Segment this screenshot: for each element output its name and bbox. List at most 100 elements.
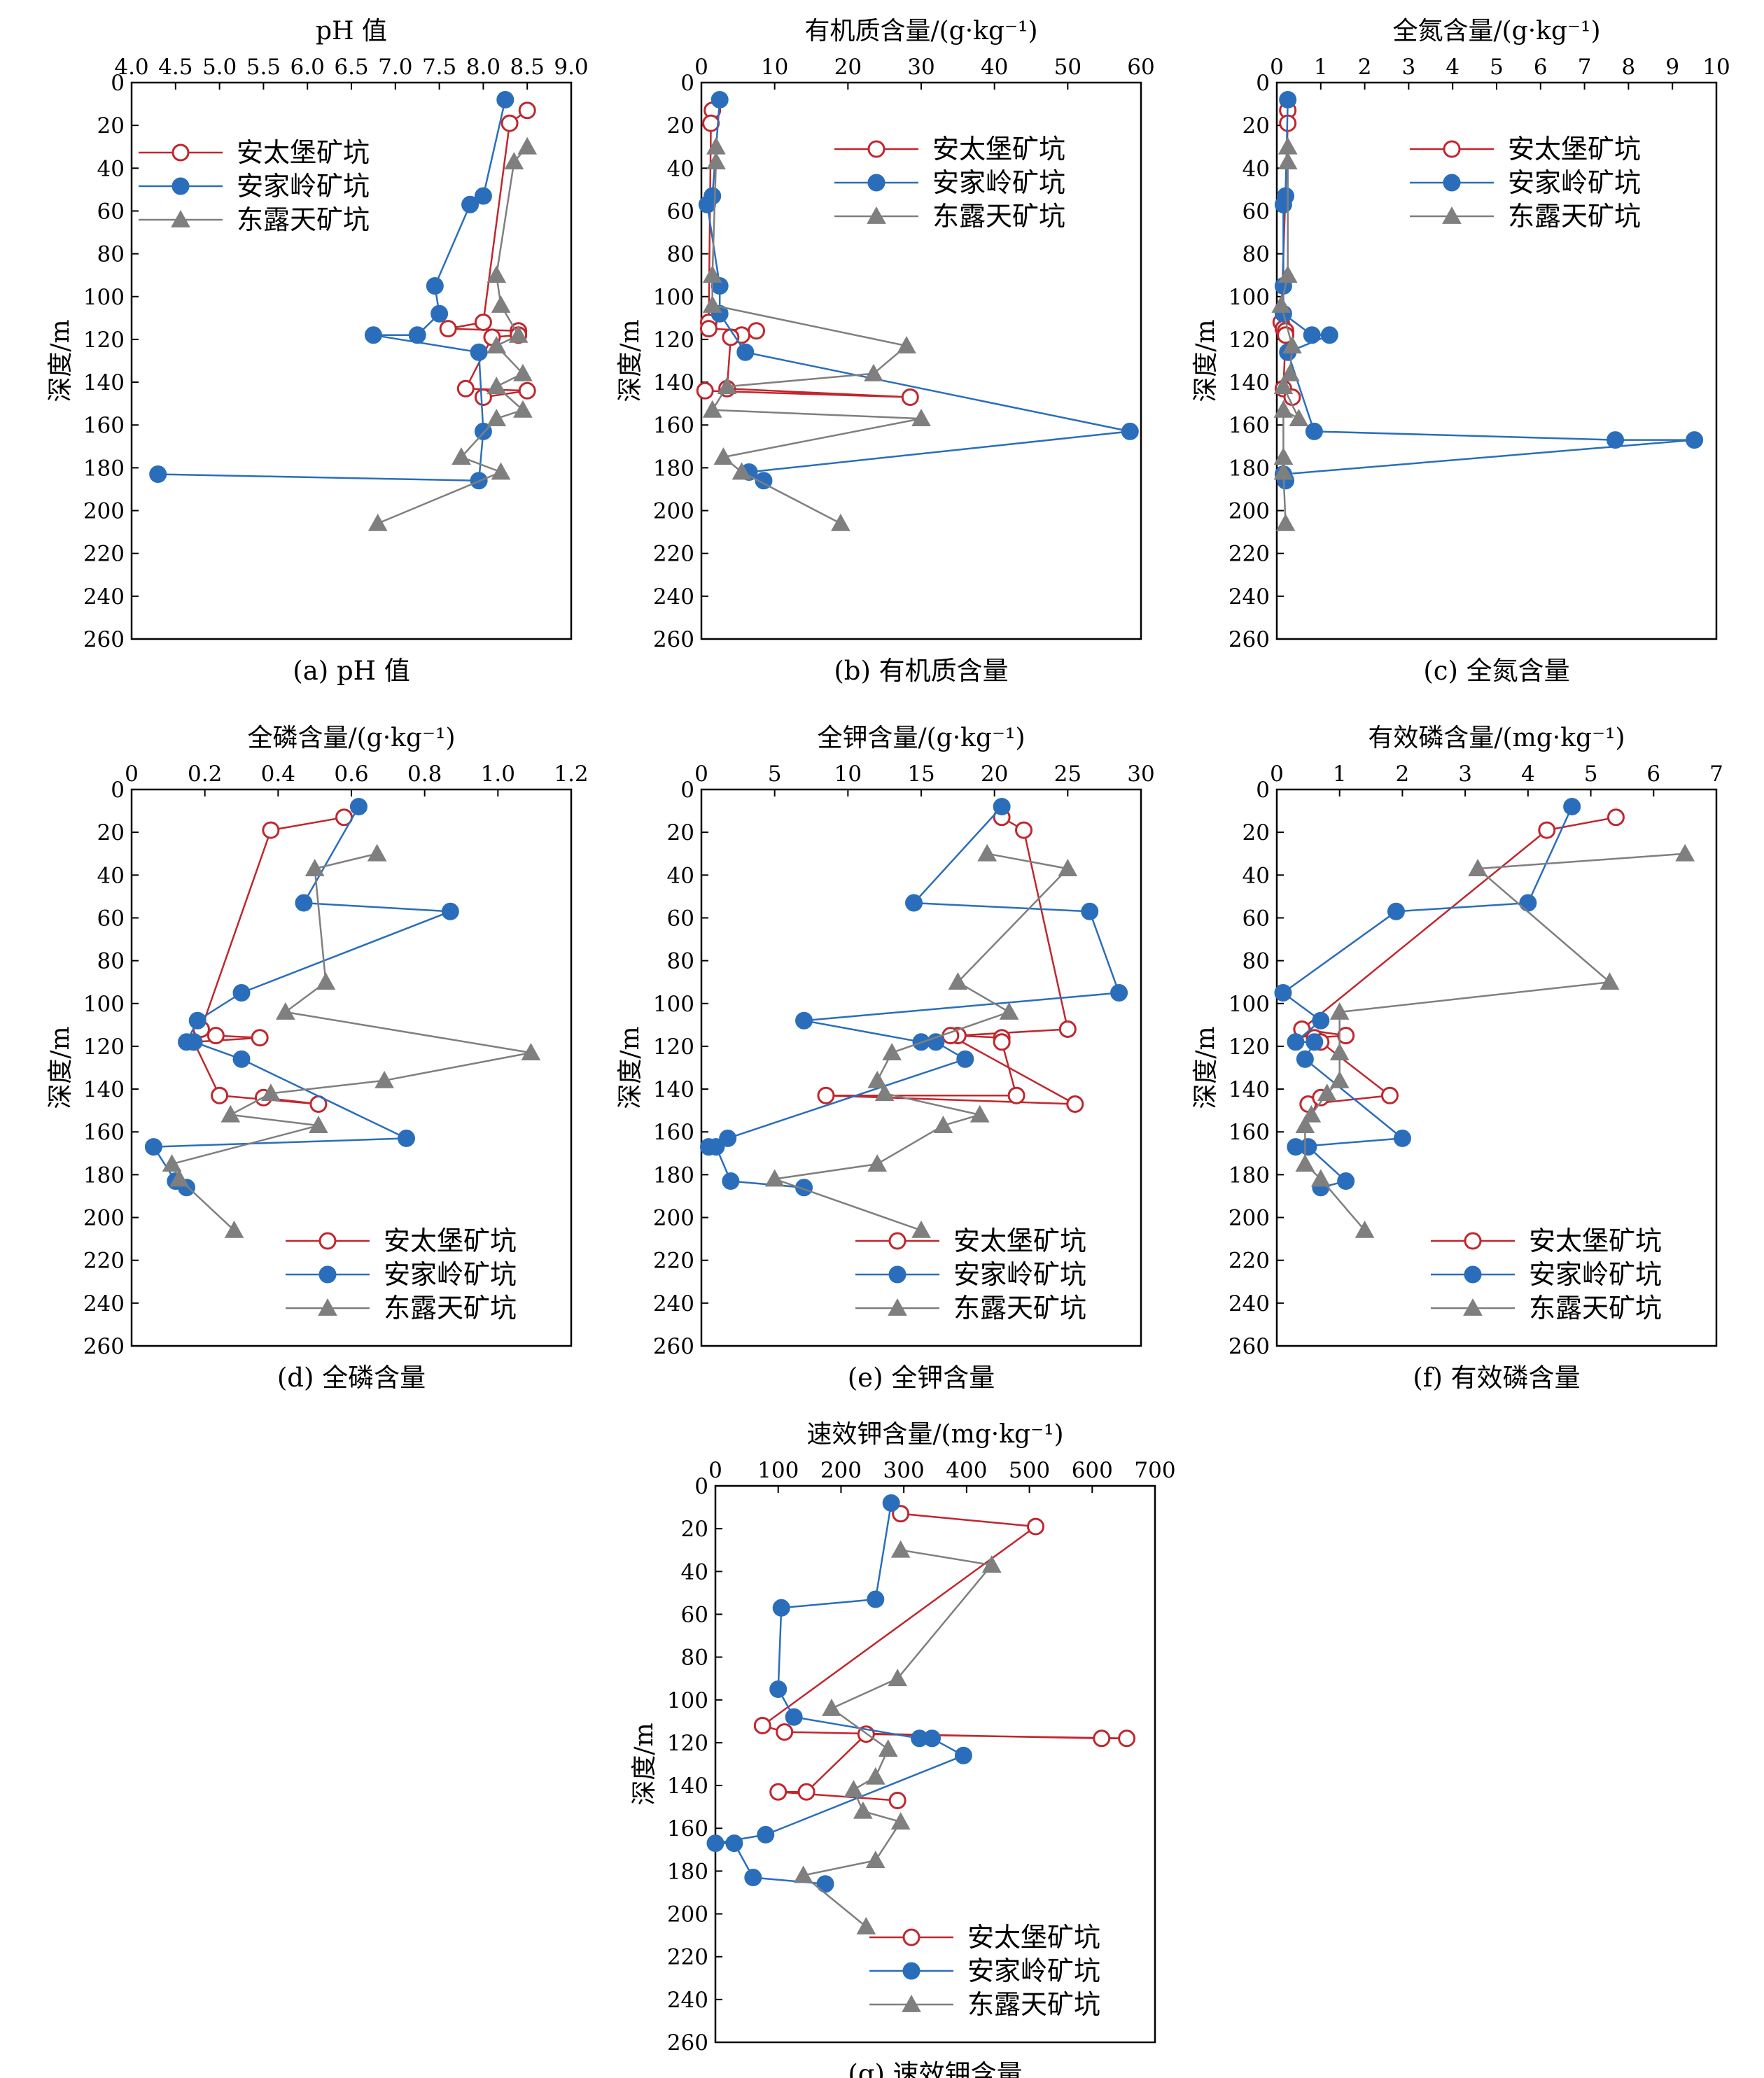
data-point (1538, 821, 1556, 839)
legend-marker (888, 1265, 906, 1284)
y-tick-label: 60 (1242, 199, 1270, 224)
data-point (999, 1002, 1019, 1020)
data-point (867, 1154, 888, 1172)
data-point (1329, 1043, 1350, 1060)
data-point (772, 1599, 790, 1617)
series-line (774, 852, 1069, 1232)
legend-label: 安家岭矿坑 (1508, 167, 1641, 198)
data-point (706, 136, 726, 155)
chart-panel-6: 有效磷含量/(mg·kg⁻¹) 0 1 2 3 4 5 6 7 0 20 40 60 80 100 120 14… (1191, 724, 1723, 1393)
data-point (757, 1825, 775, 1844)
data-point (1279, 90, 1297, 108)
y-tick-label: 160 (1228, 1120, 1270, 1145)
x-tick-label: 1.0 (481, 761, 515, 787)
y-tick-label: 160 (83, 413, 125, 438)
data-point (736, 343, 755, 361)
legend-marker (1463, 1298, 1483, 1316)
data-point (764, 1169, 785, 1187)
data-point (702, 265, 722, 283)
y-tick-label: 100 (653, 992, 694, 1017)
y-tick-label: 40 (97, 863, 125, 888)
series-line (762, 1512, 1128, 1802)
data-point (262, 821, 280, 839)
chart-panel-3: 全氮含量/(g·kg⁻¹)0 1 2 3 4 5 6 7 8 9 10020406080100120… (1191, 17, 1730, 686)
series-3 (1295, 843, 1695, 1238)
data-point (1686, 431, 1704, 449)
data-point (793, 1865, 813, 1883)
data-point (882, 1494, 900, 1512)
y-tick-label: 80 (681, 1645, 708, 1671)
y-tick-label: 260 (83, 1334, 125, 1359)
y-tick-label: 220 (667, 1945, 708, 1970)
data-point (1275, 513, 1296, 531)
data-point (1118, 1729, 1136, 1748)
y-tick-label: 120 (653, 328, 694, 353)
chart-panel-7: 速效钾含量/(mg·kg⁻¹) 0 100 200 300 400 500 600 700 0 20… (630, 1420, 1176, 2078)
y-tick-label: 240 (667, 1988, 708, 2013)
y-tick-label: 220 (653, 1249, 694, 1274)
chart-caption: (d) 全磷含量 (277, 1363, 426, 1393)
y-tick-label: 60 (97, 906, 125, 931)
data-point (1058, 859, 1078, 877)
y-tick-label: 140 (83, 370, 125, 395)
data-point (717, 377, 737, 395)
data-point (316, 972, 336, 990)
x-tick-label: 0 (1270, 761, 1284, 787)
legend-label: 安太堡矿坑 (1508, 134, 1641, 164)
data-point (905, 894, 923, 912)
x-tick-label: 700 (1134, 1458, 1175, 1483)
data-point (521, 1043, 541, 1060)
series-line (1282, 806, 1573, 1188)
y-tick-label: 260 (83, 627, 125, 652)
data-point (1274, 983, 1292, 1002)
data-point (1468, 859, 1488, 877)
data-point (185, 1033, 203, 1051)
data-point (513, 400, 533, 418)
y-tick-label: 40 (1242, 156, 1270, 181)
series-2 (1274, 797, 1581, 1197)
y-tick-label: 160 (1228, 413, 1270, 438)
data-point (1081, 902, 1099, 920)
y-tick-label: 200 (83, 499, 125, 524)
data-point (844, 1780, 864, 1798)
data-point (864, 363, 883, 381)
y-tick-label: 260 (653, 1334, 694, 1359)
data-point (892, 1505, 910, 1523)
data-point (722, 1172, 740, 1191)
y-tick-label: 240 (83, 584, 125, 610)
data-point (144, 1138, 162, 1156)
data-point (461, 195, 479, 213)
x-tick-label: 1 (1333, 761, 1347, 787)
x-tick-label: 25 (1054, 761, 1082, 787)
data-point (1066, 1095, 1084, 1113)
data-point (956, 1050, 974, 1068)
y-tick-label: 240 (83, 1291, 125, 1317)
series-1 (753, 1505, 1136, 1809)
legend-label: 安太堡矿坑 (237, 137, 370, 168)
x-tick-label: 5 (1490, 55, 1504, 80)
legend-marker (867, 174, 886, 192)
data-point (1271, 295, 1292, 313)
x-tick-label: 6.0 (290, 55, 325, 80)
data-point (699, 320, 718, 338)
series-1 (1293, 808, 1625, 1113)
y-tick-label: 80 (667, 949, 694, 974)
data-point (702, 400, 722, 418)
x-tick-label: 4 (1446, 55, 1460, 80)
data-point (517, 136, 538, 155)
y-tick-label: 0 (1256, 71, 1270, 96)
data-point (1600, 972, 1620, 990)
chart-panel-2: 有机质含量/(g·kg⁻¹) 0 10 20 30 40 50 60 0 20 40 60 80 100 1… (616, 17, 1155, 686)
x-tick-label: 4.0 (114, 55, 148, 80)
y-tick-label: 240 (653, 584, 694, 610)
x-tick-label: 0.4 (261, 761, 295, 787)
x-tick-label: 50 (1054, 55, 1082, 80)
data-point (220, 1104, 241, 1123)
x-tick-label: 30 (907, 55, 934, 80)
x-tick-label: 400 (946, 1458, 987, 1483)
data-point (261, 1083, 281, 1102)
y-tick-label: 220 (653, 542, 694, 567)
chart-caption: (g) 速效钾含量 (848, 2059, 1022, 2078)
x-tick-label: 20 (981, 761, 1008, 787)
